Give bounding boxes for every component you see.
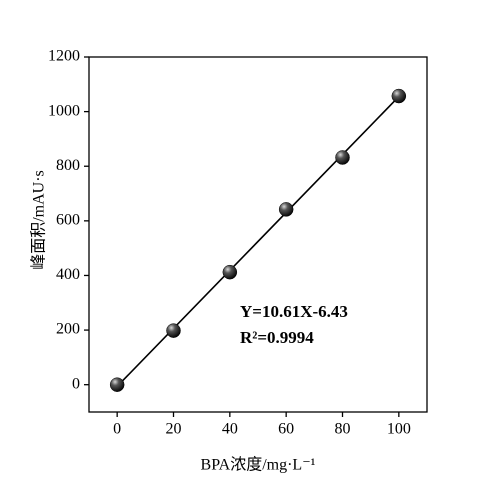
x-tick-label: 60 — [278, 421, 294, 438]
y-axis-label: 峰面积/mAU·s — [30, 170, 48, 270]
y-tick-label: 1000 — [48, 102, 80, 119]
y-tick-label: 400 — [56, 266, 80, 283]
fit-line — [116, 96, 400, 387]
data-point — [335, 150, 350, 165]
data-point — [391, 88, 407, 104]
r-squared: R²=0.9994 — [240, 328, 314, 347]
x-tick-label: 0 — [113, 421, 121, 438]
data-point — [222, 264, 238, 280]
x-tick-label: 40 — [222, 421, 238, 438]
plot-frame — [88, 56, 428, 413]
equation: Y=10.61X-6.43 — [240, 302, 348, 321]
data-point — [109, 377, 125, 392]
y-tick-label: 1200 — [48, 48, 80, 65]
y-tick-label: 600 — [56, 212, 80, 229]
y-tick-label: 800 — [56, 157, 80, 174]
y-tick-label: 0 — [72, 375, 80, 392]
x-axis-label: BPA浓度/mg·L⁻¹ — [201, 456, 316, 474]
data-point — [278, 202, 294, 217]
x-tick-label: 100 — [387, 421, 411, 438]
y-tick-label: 200 — [56, 321, 80, 338]
x-tick-label: 80 — [335, 421, 351, 438]
data-point — [166, 323, 181, 338]
x-tick-label: 20 — [166, 421, 182, 438]
